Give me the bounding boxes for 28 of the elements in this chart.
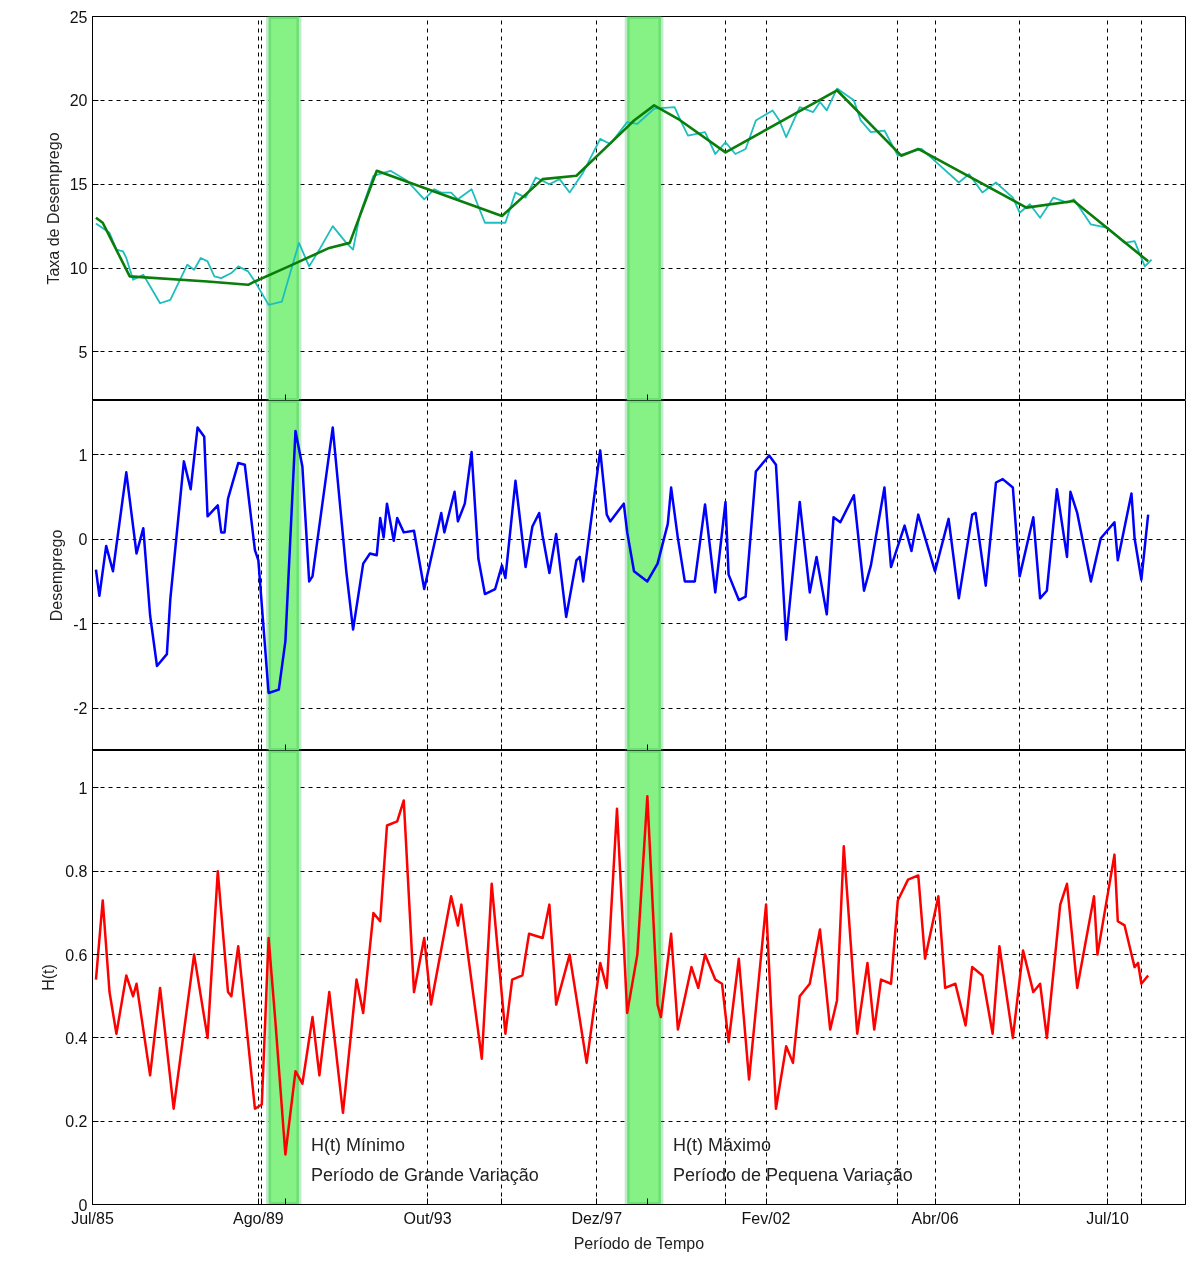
- y-tick-label: 1: [78, 779, 88, 797]
- y-tick-label: 0.2: [65, 1113, 88, 1131]
- x-tick-label: Fev/02: [741, 1209, 791, 1227]
- y-tick-label: 0.6: [65, 946, 88, 964]
- y-tick-label: -1: [73, 615, 88, 633]
- line-series: [94, 426, 1150, 695]
- y-tick-label: 20: [69, 92, 88, 110]
- y-tick-label: 0.8: [65, 863, 88, 881]
- x-tick-label: Jul/10: [1086, 1209, 1130, 1227]
- annotation: H(t) Mínimo Período de Grande Variação: [310, 1134, 539, 1185]
- y-tick-label: 0.4: [65, 1029, 88, 1047]
- y-tick-label: -2: [73, 700, 88, 718]
- x-tick-label: Out/93: [403, 1209, 452, 1227]
- x-axis-title: Período de Tempo: [573, 1234, 705, 1252]
- y-tick-label: 25: [69, 8, 88, 26]
- annotation: H(t) Máximo Período de Pequena Variação: [672, 1134, 913, 1185]
- y-tick-label: 10: [69, 260, 88, 278]
- y-axis-title: Taxa de Desemprego: [44, 132, 62, 285]
- y-tick-label: 15: [69, 176, 88, 194]
- y-tick-label: 5: [78, 343, 88, 361]
- x-tick-label: Ago/89: [233, 1209, 284, 1227]
- line-series: [94, 795, 1150, 1156]
- y-tick-label: 0: [78, 531, 88, 549]
- x-tick-label: Dez/97: [571, 1209, 623, 1227]
- x-tick-label: Abr/06: [911, 1209, 959, 1227]
- y-tick-label: 1: [78, 446, 88, 464]
- y-axis-title: H(t): [40, 964, 58, 991]
- y-axis-title: Desemprego: [48, 529, 66, 622]
